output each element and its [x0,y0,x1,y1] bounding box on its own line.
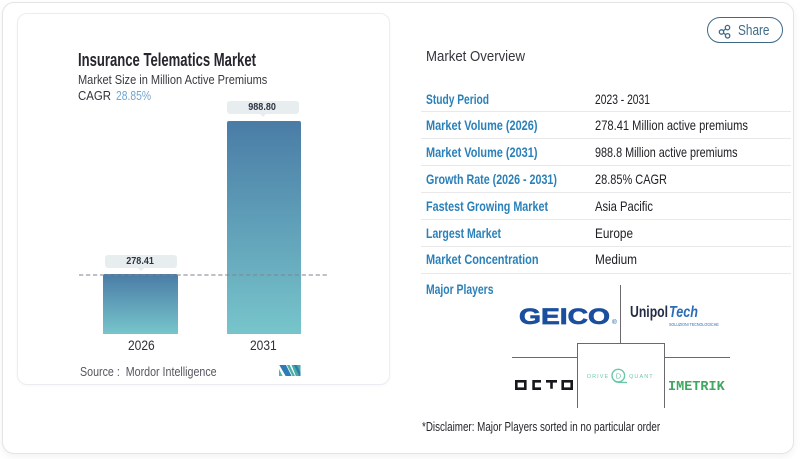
svg-text:QUANT: QUANT [629,374,654,380]
svg-text:DRIVE: DRIVE [587,374,609,380]
svg-text:D: D [616,371,622,380]
